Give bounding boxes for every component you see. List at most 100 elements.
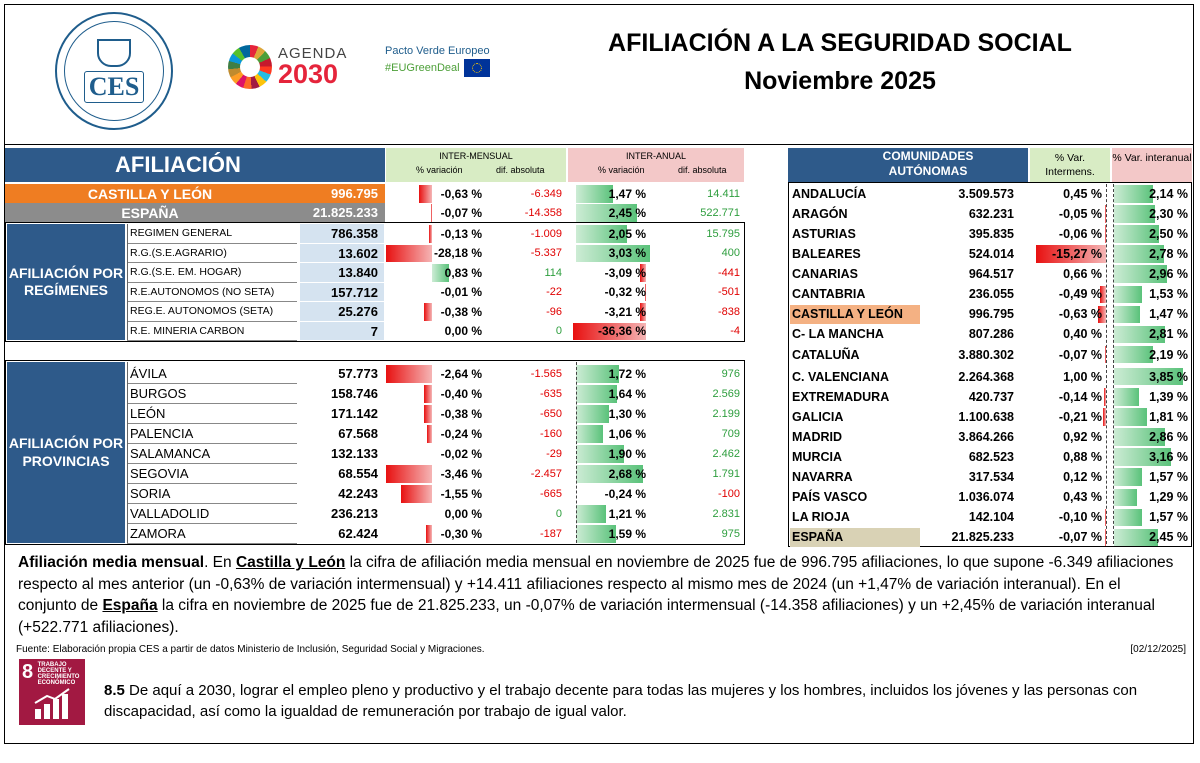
ca-value: 1.100.638 <box>958 409 1014 424</box>
left.regimes-value: 13.840 <box>338 265 378 281</box>
sdg-wheel-icon <box>228 45 272 89</box>
ca-m: -0,05 % <box>1058 206 1102 221</box>
value-bg <box>300 302 384 321</box>
left.top_rows-m-pct: -0,07 % <box>440 205 482 220</box>
interanual-bar <box>576 505 607 523</box>
interanual-bar <box>645 283 646 301</box>
interanual-bar <box>1114 225 1159 243</box>
ca-m: 0,88 % <box>1063 450 1102 465</box>
intermensual-bar <box>427 425 432 443</box>
agenda-line1: AGENDA <box>278 45 348 62</box>
interanual-bar <box>576 465 643 483</box>
ca-value: 142.104 <box>968 510 1014 525</box>
left.provinces-name: BURGOS <box>127 384 297 404</box>
interanual-header: % Var. interanual <box>1112 148 1192 182</box>
ca-a: 2,30 % <box>1149 206 1188 221</box>
ca-m: -0,14 % <box>1058 389 1102 404</box>
interanual-bar <box>1114 448 1171 466</box>
ca-m: -0,06 % <box>1058 226 1102 241</box>
left.regimes-m-abs: -5.337 <box>530 247 562 260</box>
interanual-bar <box>576 225 628 243</box>
left.regimes-value: 157.712 <box>331 284 378 300</box>
left.provinces-row: LEÓN 171.142 -0,38 % -650 1,30 % 2.199 <box>0 404 750 424</box>
left.regimes-row: REG.E. AUTONOMOS (SETA) 25.276 -0,38 % -96 -… <box>0 302 750 322</box>
ca-value: 236.055 <box>968 287 1014 302</box>
date-stamp: [02/12/2025] <box>1130 644 1186 655</box>
ca-value: 632.231 <box>968 206 1014 221</box>
left.provinces-row: ZAMORA 62.424 -0,30 % -187 1,59 % 975 <box>0 524 750 544</box>
intermensual-bar <box>429 225 432 243</box>
left.provinces-value: 57.773 <box>338 366 378 382</box>
left.provinces-m-abs: -187 <box>539 527 562 540</box>
ca-m: 0,66 % <box>1063 267 1102 282</box>
intermensual-bar <box>424 303 432 321</box>
ca-m: -0,21 % <box>1058 409 1102 424</box>
left.top_rows-value: 996.795 <box>331 186 378 202</box>
interanual-bar <box>1114 508 1143 527</box>
left.provinces-row: SORIA 42.243 -1,55 % -665 -0,24 % -100 <box>0 484 750 504</box>
left.provinces-m-abs: -2.457 <box>530 467 562 480</box>
ca-m: -15,27 % <box>1051 247 1102 262</box>
interanual-bar <box>576 405 609 423</box>
note-text: la cifra de afiliación media mensual en … <box>18 554 1174 614</box>
left.provinces-row: BURGOS 158.746 -0,40 % -635 1,64 % 2.569 <box>0 384 750 404</box>
sdg-target-body: De aquí a 2030, lograr el empleo pleno y… <box>104 682 1138 720</box>
page-frame <box>4 4 1194 744</box>
interanual-bar <box>576 385 617 403</box>
ca-m: 0,12 % <box>1063 470 1102 485</box>
interanual-bar <box>1114 528 1159 547</box>
ca-a: 2,78 % <box>1149 247 1188 262</box>
ca-value: 317.534 <box>968 470 1014 485</box>
ca-name: C. VALENCIANA <box>792 369 889 384</box>
intermens-bar <box>1036 245 1106 263</box>
note-cyl: Castilla y León <box>235 554 346 571</box>
left.provinces-value: 62.424 <box>338 526 378 542</box>
interanual-bar <box>1114 305 1141 324</box>
left.provinces-m-pct: 0,00 % <box>444 506 482 521</box>
left.regimes-name: R.G.(S.E. EM. HOGAR) <box>127 263 297 283</box>
interanual-bar <box>1114 428 1166 446</box>
left.regimes-a-pct: -3,09 % <box>604 265 646 280</box>
interanual-bar <box>1114 325 1165 344</box>
left.provinces-a-abs: 975 <box>721 527 740 540</box>
interanual-bar <box>639 264 646 282</box>
ca-m: 0,40 % <box>1063 327 1102 342</box>
ca-m: -0,10 % <box>1058 510 1102 525</box>
left.provinces-value: 68.554 <box>338 466 378 482</box>
value-bg <box>300 282 384 301</box>
left.provinces-m-abs: -1.565 <box>530 367 562 380</box>
left.regimes-a-pct: -36,36 % <box>597 324 646 339</box>
interanual-bar <box>576 425 603 443</box>
left.provinces-a-pct: 1,06 % <box>608 426 646 441</box>
intermens-bar <box>1105 205 1106 223</box>
ca-header-bg <box>788 148 1028 182</box>
interanual-bar <box>1114 468 1143 486</box>
ca-a: 1,57 % <box>1149 510 1188 525</box>
cyl-highlight <box>5 184 385 203</box>
interanual-bar <box>1114 388 1140 406</box>
ca-m: -0,63 % <box>1058 307 1102 322</box>
left.provinces-a-abs: 709 <box>721 427 740 440</box>
intermensual-header-abs: dif. absoluta <box>496 165 545 175</box>
left.provinces-value: 67.568 <box>338 426 378 442</box>
left.provinces-a-abs: 2.569 <box>712 387 740 400</box>
left.top_rows-value: 21.825.233 <box>312 205 378 221</box>
note-title: Afiliación media mensual <box>18 554 205 571</box>
left.regimes-a-abs: -441 <box>717 266 740 279</box>
left.provinces-m-abs: -635 <box>539 387 562 400</box>
ca-value: 3.509.573 <box>958 186 1014 201</box>
ca-a: 2,14 % <box>1149 186 1188 201</box>
interanual-bar <box>1114 345 1154 364</box>
title-line1: AFILIACIÓN A LA SEGURIDAD SOCIAL <box>608 29 1072 57</box>
ca-m: 0,92 % <box>1063 429 1102 444</box>
left.provinces-m-pct: -1,55 % <box>440 486 482 501</box>
ca-row: CANARIAS 964.517 0,66 % 2,96 % <box>0 264 1200 284</box>
sdg-target-number: 8.5 <box>104 682 125 699</box>
left.top_rows-name: ESPAÑA <box>121 204 179 221</box>
ca-row: EXTREMADURA 420.737 -0,14 % 1,39 % <box>0 387 1200 407</box>
ca-a: 2,86 % <box>1149 429 1188 444</box>
intermens-bar <box>1103 408 1106 426</box>
left.provinces-row: ÁVILA 57.773 -2,64 % -1.565 1,72 % 976 <box>0 364 750 384</box>
left.provinces-value: 132.133 <box>331 446 378 462</box>
intermensual-bar <box>424 405 432 423</box>
